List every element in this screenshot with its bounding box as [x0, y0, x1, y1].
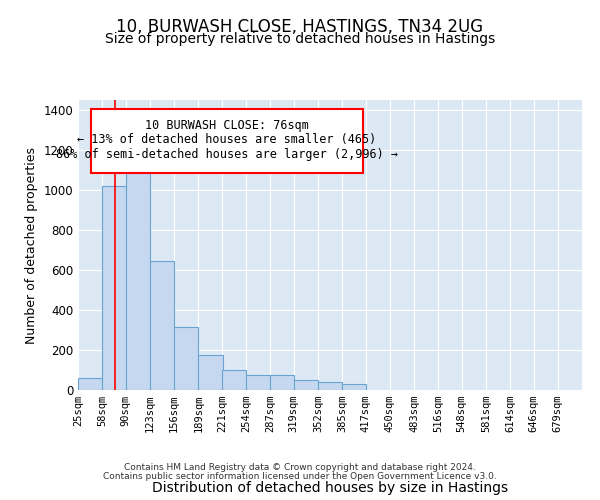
- Bar: [246, 375, 270, 390]
- Bar: [102, 186, 127, 390]
- Bar: [78, 378, 102, 390]
- Text: Distribution of detached houses by size in Hastings: Distribution of detached houses by size …: [152, 481, 508, 495]
- Bar: [150, 261, 174, 390]
- Text: ← 13% of detached houses are smaller (465): ← 13% of detached houses are smaller (46…: [77, 134, 376, 146]
- Bar: [342, 384, 367, 390]
- Y-axis label: Number of detached properties: Number of detached properties: [25, 146, 38, 344]
- Bar: [199, 355, 223, 390]
- Bar: [222, 370, 246, 390]
- Text: 10, BURWASH CLOSE, HASTINGS, TN34 2UG: 10, BURWASH CLOSE, HASTINGS, TN34 2UG: [116, 18, 484, 36]
- Text: 86% of semi-detached houses are larger (2,996) →: 86% of semi-detached houses are larger (…: [56, 148, 398, 161]
- Text: 10 BURWASH CLOSE: 76sqm: 10 BURWASH CLOSE: 76sqm: [145, 119, 308, 132]
- Text: Contains public sector information licensed under the Open Government Licence v3: Contains public sector information licen…: [103, 472, 497, 481]
- Bar: [270, 375, 295, 390]
- Text: Size of property relative to detached houses in Hastings: Size of property relative to detached ho…: [105, 32, 495, 46]
- Bar: [125, 170, 150, 390]
- Bar: [293, 380, 318, 390]
- Bar: [174, 327, 199, 390]
- Text: Contains HM Land Registry data © Crown copyright and database right 2024.: Contains HM Land Registry data © Crown c…: [124, 464, 476, 472]
- Bar: [318, 382, 342, 390]
- FancyBboxPatch shape: [91, 108, 363, 172]
